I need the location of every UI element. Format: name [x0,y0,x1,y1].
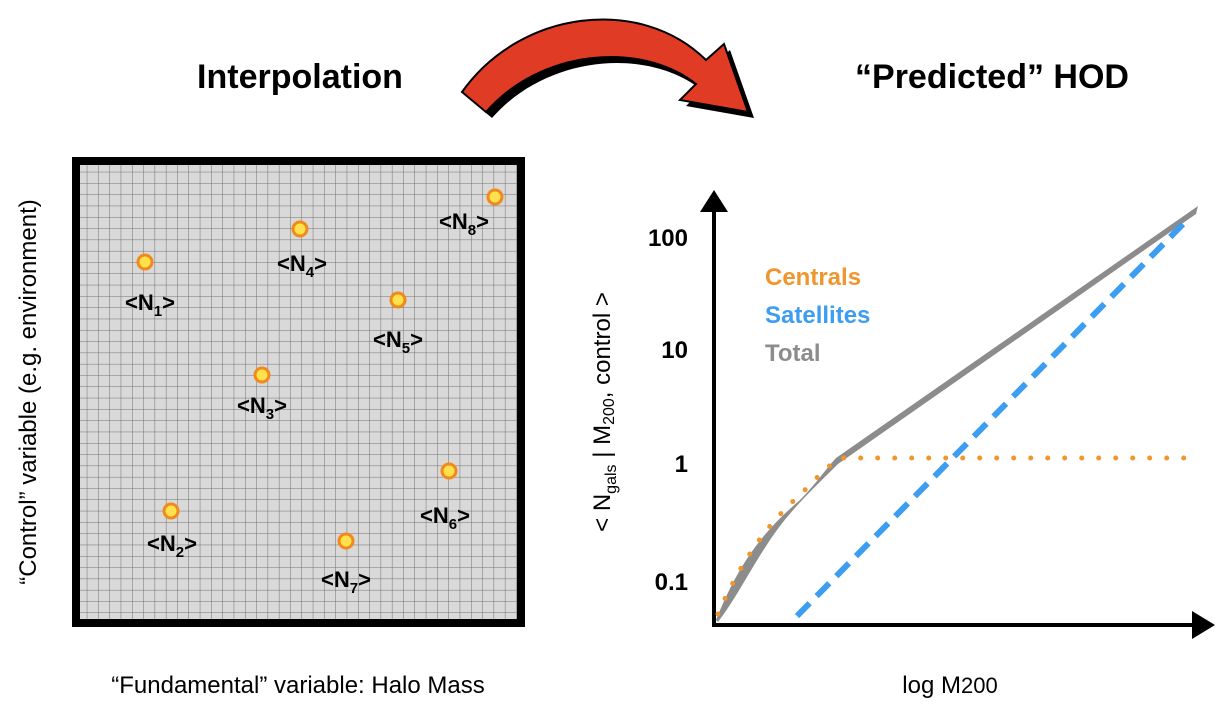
y-label-sub: 200 [601,398,618,425]
node-label: <N6> [420,503,470,533]
y-tick-label: 10 [661,337,688,364]
node-label: <N4> [277,251,327,281]
node-dot [136,253,154,271]
node-label: <N5> [373,327,423,357]
y-label-part: | M [589,425,616,465]
node-label: <N8> [439,209,489,239]
node-sub: 3 [266,406,274,423]
node-sub: 1 [154,303,162,320]
nodes: <N1><N2><N3><N4><N5><N6><N7><N8> [125,188,504,597]
satellites-curve [794,214,1193,619]
y-tick-label: 1 [675,451,688,478]
node-base: <N [321,567,350,592]
node-label: <N3> [237,393,287,423]
node-sub: 8 [468,222,476,239]
node-dot [486,188,504,206]
node-dot [162,502,180,520]
node-sub: 4 [306,264,315,281]
legend-entry: Total [765,340,821,367]
legend-entry: Satellites [765,302,870,329]
x-arrowhead [1192,611,1215,639]
y-label-part: < N [589,494,616,532]
node-base: <N [237,393,266,418]
node-base: <N [439,209,468,234]
y-tick-label: 100 [648,225,688,252]
left-title: Interpolation [197,58,403,96]
centrals-curve [715,455,1201,617]
node-end: > [314,251,327,276]
node-base: <N [420,503,449,528]
grid-box [72,157,525,627]
plot [700,190,1215,639]
node-base: <N [373,327,402,352]
legend: Centrals Satellites Total [765,264,870,367]
node-end: > [410,327,423,352]
node-end: > [476,209,489,234]
node-end: > [184,531,197,556]
node-dot [253,366,271,384]
x-label-part: log M [902,672,961,699]
right-y-label: < Ngals | M200, control > [589,292,620,532]
right-title: “Predicted” HOD [855,58,1129,96]
node-sub: 7 [350,580,358,597]
x-label-sub: 200 [961,673,998,698]
y-arrowhead [700,190,728,212]
y-ticks: 100 10 1 0.1 [648,225,688,596]
node-label: <N7> [321,567,371,597]
y-label-sub: gals [603,464,620,493]
y-tick-label: 0.1 [655,569,688,596]
right-x-label: log M200 [902,672,997,699]
node-base: <N [277,251,306,276]
node-sub: 2 [176,544,184,561]
node-end: > [358,567,371,592]
node-base: <N [125,290,154,315]
legend-entry: Centrals [765,264,861,291]
node-dot [389,291,407,309]
arrow [460,18,754,118]
y-label-part: , control > [589,292,616,398]
node-label: <N1> [125,290,175,320]
node-label: <N2> [147,531,197,561]
node-sub: 6 [449,516,457,533]
node-dot [291,220,309,238]
node-end: > [457,503,470,528]
node-dot [337,532,355,550]
left-x-label: “Fundamental” variable: Halo Mass [111,672,485,699]
node-dot [440,462,458,480]
left-y-label: “Control” variable (e.g. environment) [15,199,42,585]
node-base: <N [147,531,176,556]
node-end: > [162,290,175,315]
node-end: > [274,393,287,418]
node-sub: 5 [402,340,410,357]
